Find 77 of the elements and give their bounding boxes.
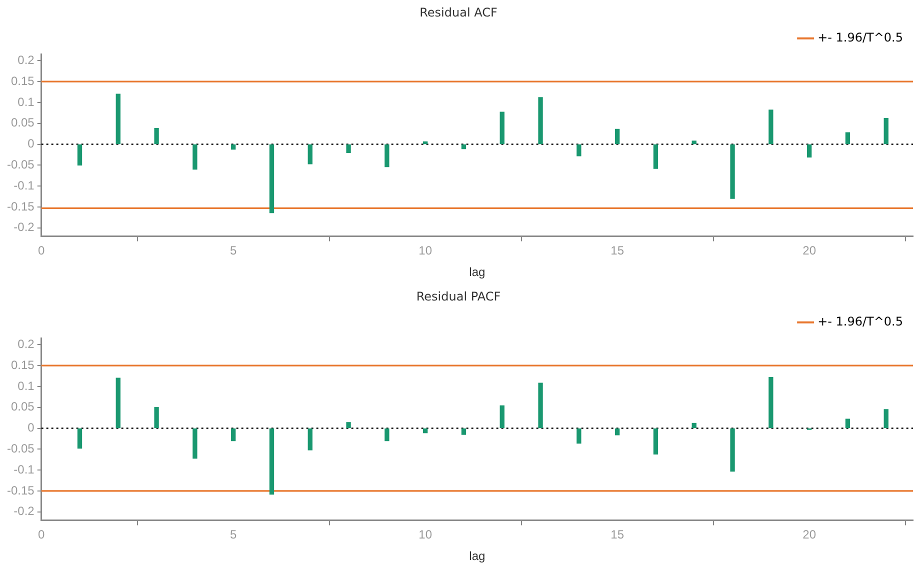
bar xyxy=(423,428,428,434)
x-tick-label: 10 xyxy=(418,244,432,258)
x-axis-title: lag xyxy=(469,549,486,564)
bar xyxy=(308,144,312,164)
bar xyxy=(423,141,428,144)
bar xyxy=(346,144,351,153)
bar xyxy=(576,144,582,156)
bar xyxy=(615,428,620,436)
bar xyxy=(77,428,82,449)
bar xyxy=(692,422,696,428)
bar xyxy=(768,110,774,144)
bar xyxy=(461,144,466,150)
y-tick-label: 0.2 xyxy=(18,52,35,67)
y-tick-label: -0.1 xyxy=(14,462,35,476)
y-tick-label: -0.05 xyxy=(6,441,35,456)
bar xyxy=(730,428,735,472)
bar xyxy=(308,428,312,450)
bar xyxy=(653,428,658,454)
bar xyxy=(615,128,620,144)
bar xyxy=(500,112,504,144)
bar xyxy=(269,144,274,214)
bar xyxy=(269,428,274,495)
bar xyxy=(116,378,120,428)
x-tick-label: 15 xyxy=(610,528,624,542)
bar xyxy=(653,144,658,169)
y-tick-label: 0.1 xyxy=(18,94,35,109)
y-tick-label: 0 xyxy=(28,136,35,151)
x-tick-label: 5 xyxy=(230,244,237,258)
x-tick-label: 0 xyxy=(38,528,46,542)
y-tick-label: 0.1 xyxy=(18,378,35,393)
bar xyxy=(845,132,850,144)
bar xyxy=(231,144,236,150)
y-tick-label: -0.15 xyxy=(6,199,35,214)
x-tick-label: 15 xyxy=(610,244,624,258)
bar xyxy=(231,428,236,442)
bar xyxy=(154,128,159,144)
y-tick-label: -0.05 xyxy=(6,157,35,172)
chart-title: Residual ACF xyxy=(420,5,498,20)
y-tick-label: 0.05 xyxy=(10,400,35,414)
y-tick-label: 0 xyxy=(28,420,35,435)
y-tick-label: -0.2 xyxy=(14,220,35,234)
bar xyxy=(806,144,812,158)
bar xyxy=(192,144,198,170)
x-axis-title: lag xyxy=(469,265,486,280)
bar xyxy=(538,97,543,144)
y-tick-label: 0.05 xyxy=(10,116,35,130)
y-tick-label: -0.1 xyxy=(14,178,35,192)
bar xyxy=(500,405,504,428)
bar xyxy=(384,144,390,168)
legend-label: +- 1.96/T^0.5 xyxy=(818,30,904,45)
legend-label: +- 1.96/T^0.5 xyxy=(818,314,904,329)
bar xyxy=(192,428,198,459)
bar xyxy=(346,422,351,428)
bar xyxy=(884,409,888,428)
bar xyxy=(884,118,888,144)
x-tick-label: 5 xyxy=(230,528,237,542)
x-tick-label: 0 xyxy=(38,244,46,258)
bar xyxy=(692,140,696,144)
y-tick-label: 0.15 xyxy=(10,358,35,372)
x-tick-label: 20 xyxy=(802,528,816,542)
x-tick-label: 10 xyxy=(418,528,432,542)
bar xyxy=(845,418,850,428)
bar xyxy=(768,376,774,428)
bar xyxy=(384,428,390,442)
y-tick-label: -0.15 xyxy=(6,483,35,498)
bar xyxy=(461,428,466,435)
y-tick-label: -0.2 xyxy=(14,504,35,518)
bar xyxy=(576,428,582,444)
chart-title: Residual PACF xyxy=(416,289,501,304)
bar xyxy=(77,144,82,166)
bar xyxy=(116,94,120,144)
bar xyxy=(730,144,735,199)
y-tick-label: 0.15 xyxy=(10,74,35,88)
bar xyxy=(538,382,543,428)
bar xyxy=(154,407,159,428)
y-tick-label: 0.2 xyxy=(18,336,35,351)
x-tick-label: 20 xyxy=(802,244,816,258)
